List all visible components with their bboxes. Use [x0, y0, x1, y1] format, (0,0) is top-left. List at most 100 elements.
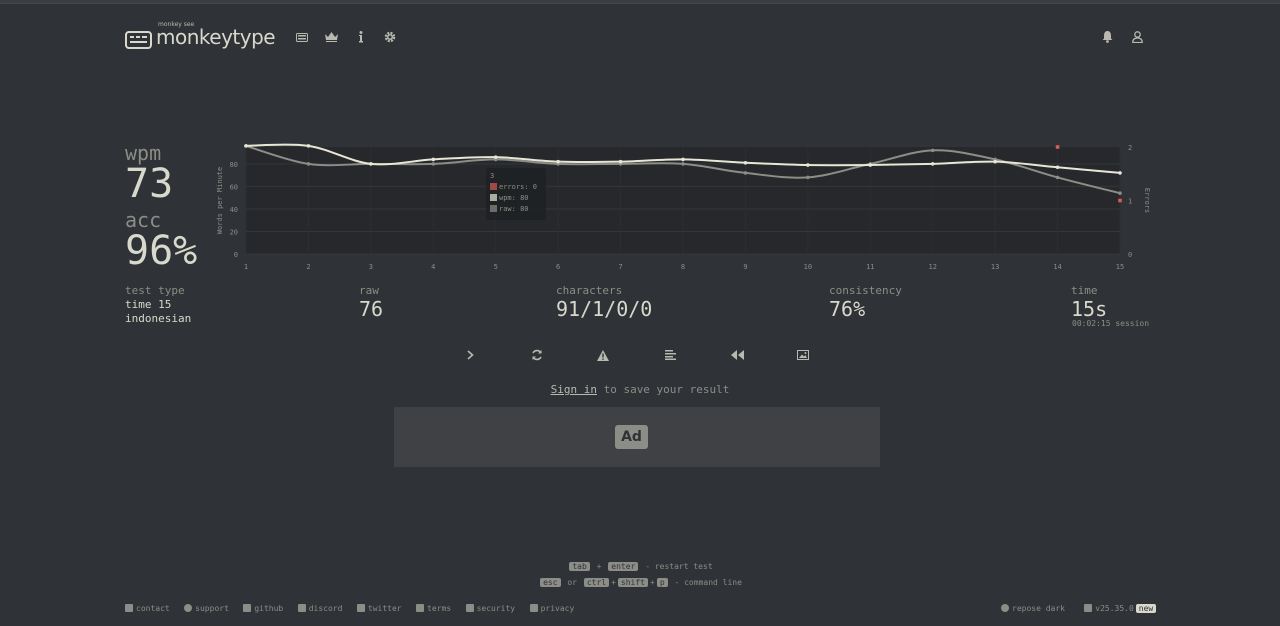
gear-icon[interactable] [383, 30, 397, 44]
y-tick-label: 20 [230, 228, 238, 236]
tooltip-swatch-errors [490, 183, 497, 190]
x-tick-label: 7 [618, 263, 622, 271]
characters-label: characters [556, 284, 623, 297]
point-raw [1055, 175, 1060, 180]
point-wpm [743, 160, 748, 165]
point-errors [1055, 145, 1060, 149]
acc-label: acc [125, 208, 162, 232]
x-tick-label: 9 [743, 263, 747, 271]
theme-button[interactable]: repose dark [1001, 604, 1065, 613]
y-tick-label: 60 [230, 183, 238, 191]
x-tick-label: 15 [1116, 263, 1124, 271]
new-badge: new [1135, 604, 1157, 613]
plus-sign: + [650, 578, 655, 587]
key-ctrl: ctrl [583, 578, 610, 587]
branch-icon [1084, 604, 1093, 612]
plus-sign: + [611, 578, 616, 587]
lock-icon [529, 604, 538, 612]
sign-in-link[interactable]: Sign in [550, 383, 597, 396]
restart-icon[interactable] [530, 348, 544, 362]
logo-icon [125, 31, 152, 49]
point-wpm [431, 157, 436, 162]
tooltip-swatch-wpm [490, 194, 497, 201]
window-top-bar [0, 0, 1280, 4]
point-wpm [681, 157, 685, 162]
sign-in-text: to save your result [596, 383, 730, 396]
footer-link-terms[interactable]: terms [416, 604, 451, 613]
x-tick-label: 3 [369, 263, 373, 271]
logo[interactable]: monkey see monkeytype [125, 18, 276, 49]
point-wpm [868, 163, 873, 167]
footer-link-security[interactable]: security [465, 604, 515, 613]
sign-in-notice: Sign in to save your result [0, 383, 1280, 396]
ad-badge: Ad [615, 425, 648, 449]
point-raw [1118, 191, 1122, 195]
x-tick-label: 12 [928, 263, 936, 271]
keyboard-icon[interactable] [295, 30, 309, 44]
time-value[interactable]: 15s [1071, 297, 1108, 321]
shortcut-restart-desc: - restart test [645, 562, 713, 571]
point-wpm [493, 155, 498, 159]
footer-link-discord[interactable]: discord [297, 604, 342, 613]
footer-link-twitter[interactable]: twitter [356, 604, 402, 613]
footer-right: repose dark v25.35.0 new [1001, 604, 1157, 613]
time-label: time [1071, 284, 1098, 297]
footer-link-privacy[interactable]: privacy [529, 604, 574, 613]
raw-label: raw [359, 284, 379, 297]
consistency-value[interactable]: 76% [829, 297, 866, 321]
envelope-icon [125, 604, 133, 612]
words-history-icon[interactable] [663, 348, 677, 362]
x-tick-label: 6 [556, 263, 560, 271]
version-button[interactable]: v25.35.0 new [1084, 604, 1157, 613]
point-raw [431, 162, 436, 166]
wpm-label: wpm [125, 141, 162, 165]
footer-links: contact support github discord twitter t… [125, 604, 574, 613]
wpm-value[interactable]: 73 [125, 161, 174, 207]
point-wpm [369, 162, 373, 166]
user-icon[interactable] [1130, 30, 1144, 44]
characters-value[interactable]: 91/1/0/0 [556, 297, 653, 321]
key-shift: shift [617, 578, 648, 587]
bell-icon[interactable] [1100, 30, 1114, 44]
test-type-language[interactable]: indonesian [125, 312, 192, 325]
y2-tick-label: 0 [1128, 251, 1132, 259]
shortcut-restart: tab + enter - restart test [0, 562, 1280, 571]
x-tick-label: 14 [1053, 263, 1061, 271]
point-raw [806, 175, 810, 180]
footer-link-support[interactable]: support [184, 604, 229, 613]
point-wpm [244, 144, 248, 148]
replay-icon[interactable] [730, 348, 744, 362]
test-type-label: test type [125, 284, 185, 297]
info-icon[interactable] [354, 30, 368, 44]
twitter-icon [356, 604, 365, 612]
session-time: 00:02:15 session [1072, 319, 1150, 328]
shortcut-command-desc: - command line [674, 578, 742, 587]
point-wpm [306, 144, 311, 148]
warning-icon[interactable] [596, 348, 610, 362]
acc-value[interactable]: 96% [125, 228, 198, 274]
footer-link-github[interactable]: github [243, 604, 283, 613]
x-tick-label: 11 [866, 263, 874, 271]
test-type-mode[interactable]: time 15 [125, 298, 172, 311]
footer-link-contact[interactable]: contact [125, 604, 170, 613]
y-tick-label: 0 [234, 251, 238, 259]
or-text: or [567, 578, 577, 587]
x-tick-label: 4 [431, 263, 435, 271]
chart-tooltip [486, 168, 546, 220]
crown-icon[interactable] [324, 30, 338, 44]
plus-sign: + [596, 562, 602, 571]
ad-banner[interactable]: Ad [394, 407, 880, 467]
palette-icon [1001, 604, 1009, 612]
point-raw [681, 162, 685, 166]
point-wpm [806, 163, 810, 167]
raw-value[interactable]: 76 [359, 297, 384, 321]
shortcut-command-line: esc or ctrl + shift + p - command line [0, 578, 1280, 587]
x-tick-label: 10 [804, 263, 812, 271]
y2-tick-label: 1 [1128, 198, 1132, 206]
tooltip-wpm: wpm: 80 [499, 194, 529, 202]
point-wpm [930, 162, 935, 166]
y-tick-label: 80 [230, 161, 238, 169]
screenshot-icon[interactable] [796, 348, 810, 362]
next-test-icon[interactable] [463, 348, 477, 362]
